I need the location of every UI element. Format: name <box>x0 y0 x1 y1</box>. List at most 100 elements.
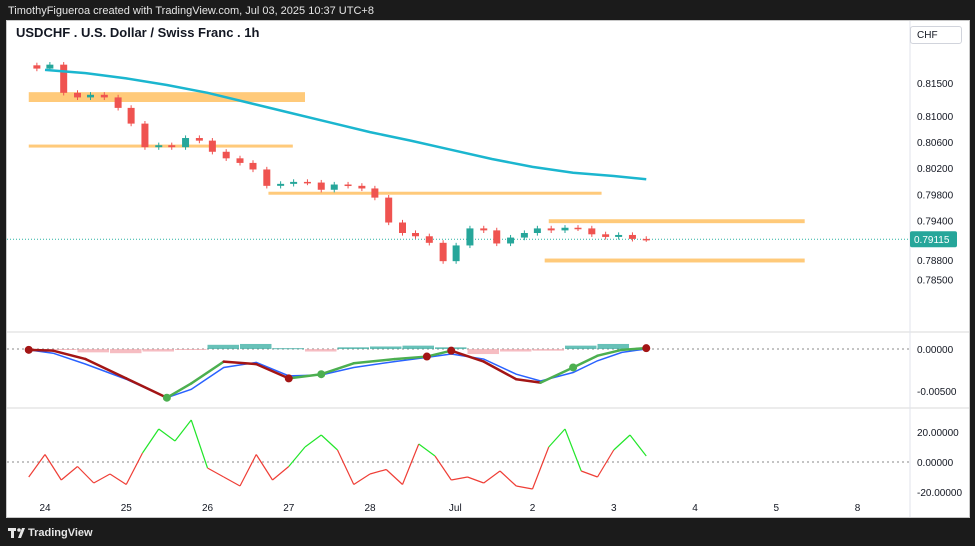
price-tick-label: 0.81000 <box>917 112 954 123</box>
candle <box>46 64 54 69</box>
macd-histogram-bar <box>305 349 337 352</box>
signal-line-segment <box>425 349 453 358</box>
macd-histogram-bar <box>597 343 629 349</box>
oscillator-line-segment <box>516 485 533 490</box>
candle <box>412 232 419 237</box>
oscillator-line-segment <box>451 476 468 481</box>
time-tick-label: 26 <box>202 503 214 514</box>
oscillator-tick-label: 0.00000 <box>917 458 954 469</box>
support-resistance-zone <box>28 92 305 102</box>
time-tick-label: 28 <box>364 503 376 514</box>
candle <box>561 227 569 231</box>
chart-container: 0.81500 0.81000 0.80600 0.80200 0.79800 0.794… <box>6 20 970 518</box>
candle <box>452 245 460 262</box>
candle <box>236 158 244 163</box>
macd-histogram-bar <box>272 348 304 350</box>
candle <box>195 138 203 141</box>
candle <box>507 237 515 244</box>
time-tick-label: 8 <box>855 503 861 514</box>
signal-line-segment <box>84 357 128 380</box>
oscillator-line-segment <box>142 428 160 454</box>
oscillator-line-segment <box>613 434 631 451</box>
candle <box>317 182 325 190</box>
macd-histogram-bar <box>207 344 239 349</box>
candle <box>425 236 433 243</box>
price-tick-label: 0.78500 <box>917 276 954 287</box>
oscillator-line-segment <box>418 443 436 457</box>
time-tick-label: 24 <box>39 503 51 514</box>
oscillator-line-segment <box>77 466 95 484</box>
chart-canvas[interactable]: 0.81500 0.81000 0.80600 0.80200 0.79800 0.794… <box>7 21 969 517</box>
macd-histogram-bar <box>110 349 142 354</box>
time-tick-label: 25 <box>121 503 133 514</box>
price-tick-label: 0.80600 <box>917 138 954 149</box>
candle <box>330 184 338 190</box>
time-tick-label: 27 <box>283 503 295 514</box>
footer-brand: TradingView <box>28 527 93 539</box>
oscillator-line-segment <box>581 470 598 478</box>
candle <box>466 228 474 246</box>
support-resistance-zone <box>544 258 805 263</box>
macd-histogram-bar <box>77 349 109 353</box>
candle <box>127 107 135 124</box>
time-tick-label: Jul <box>449 503 462 514</box>
candle <box>33 65 41 69</box>
price-tick-label: 0.79800 <box>917 190 954 201</box>
candle <box>222 151 230 159</box>
candle <box>182 138 190 148</box>
footer: TradingView <box>0 522 975 546</box>
macd-histogram-bar <box>370 346 402 349</box>
candle <box>602 234 610 237</box>
candle <box>277 183 285 186</box>
candle <box>642 238 650 241</box>
macd-histogram-bar <box>175 349 207 350</box>
macd-line <box>28 348 647 399</box>
oscillator-line-segment <box>564 428 582 472</box>
macd-histogram-bar <box>142 349 174 352</box>
macd-tick-label: 0.00000 <box>917 345 954 356</box>
candle <box>615 234 623 237</box>
signal-line-segment <box>450 349 485 363</box>
signal-line-segment <box>620 346 648 352</box>
oscillator-line-segment <box>93 473 111 484</box>
signal-line-segment <box>51 349 87 361</box>
chart-title: USDCHF . U.S. Dollar / Swiss Franc . 1h <box>16 25 260 40</box>
macd-histogram-bar <box>467 349 499 355</box>
oscillator-line-segment <box>629 434 647 457</box>
macd-histogram-bar <box>337 347 369 349</box>
oscillator-line-segment <box>125 452 144 485</box>
signal-line-segment <box>352 357 396 365</box>
crossover-dot <box>422 352 431 361</box>
oscillator-line-segment <box>596 449 615 478</box>
signal-line-segment <box>165 382 193 399</box>
currency-button[interactable]: CHF <box>910 26 962 44</box>
signal-line-segment <box>320 362 355 376</box>
oscillator-line-segment <box>467 476 484 484</box>
candle <box>263 169 271 186</box>
oscillator-line-segment <box>28 454 46 478</box>
oscillator-line-segment <box>336 449 355 485</box>
oscillator-line-segment <box>158 428 176 442</box>
crossover-dot <box>447 346 456 355</box>
candle <box>371 188 379 198</box>
support-resistance-zone <box>548 219 805 224</box>
oscillator-line-segment <box>499 470 517 487</box>
attribution-text: TimothyFigueroa created with TradingView… <box>8 5 374 17</box>
macd-histogram-bar <box>532 349 564 351</box>
oscillator-line-segment <box>288 446 306 467</box>
macd-histogram-bar <box>240 343 272 349</box>
candle <box>87 94 94 98</box>
last-price-label: 0.79115 <box>914 235 950 246</box>
candle <box>290 181 298 184</box>
candle <box>249 162 257 170</box>
candle <box>168 145 176 148</box>
candle <box>520 232 528 238</box>
crossover-dot <box>162 393 171 402</box>
last-price-badge <box>910 231 957 248</box>
oscillator-line-segment <box>369 468 387 475</box>
oscillator-line-segment <box>174 419 192 442</box>
oscillator-line-segment <box>304 434 322 448</box>
oscillator-line-segment <box>190 419 209 469</box>
signal-line-segment <box>393 355 429 361</box>
